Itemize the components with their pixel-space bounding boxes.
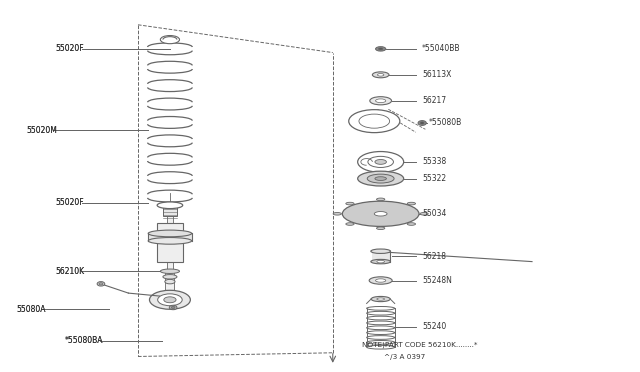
Ellipse shape — [420, 122, 424, 124]
Ellipse shape — [346, 223, 354, 225]
Text: 55240: 55240 — [422, 322, 447, 331]
Text: 55020F: 55020F — [55, 44, 84, 53]
Text: 55020M: 55020M — [26, 126, 57, 135]
Ellipse shape — [372, 72, 389, 78]
Ellipse shape — [170, 305, 177, 310]
Text: 56218: 56218 — [422, 252, 446, 261]
Ellipse shape — [376, 279, 386, 282]
Ellipse shape — [349, 110, 400, 133]
FancyBboxPatch shape — [148, 234, 191, 241]
Text: 55080A: 55080A — [17, 305, 46, 314]
Text: 55020M: 55020M — [26, 126, 57, 135]
Ellipse shape — [161, 269, 179, 273]
FancyBboxPatch shape — [163, 207, 177, 216]
Text: 55020F: 55020F — [55, 44, 84, 53]
Ellipse shape — [367, 307, 395, 310]
FancyBboxPatch shape — [157, 223, 182, 262]
Ellipse shape — [157, 294, 182, 306]
Ellipse shape — [377, 298, 385, 300]
Ellipse shape — [407, 223, 415, 225]
Ellipse shape — [165, 279, 175, 284]
Ellipse shape — [148, 237, 191, 244]
Text: *55040BB: *55040BB — [422, 44, 461, 53]
Ellipse shape — [367, 311, 395, 315]
Ellipse shape — [367, 174, 394, 183]
Ellipse shape — [367, 331, 395, 334]
Ellipse shape — [342, 201, 419, 227]
Ellipse shape — [164, 297, 176, 303]
Ellipse shape — [367, 326, 395, 330]
Ellipse shape — [358, 171, 404, 186]
Ellipse shape — [367, 316, 395, 320]
Ellipse shape — [378, 74, 384, 76]
Text: NOTE)PART CODE 56210K........*: NOTE)PART CODE 56210K........* — [362, 341, 477, 348]
Ellipse shape — [370, 97, 392, 105]
Ellipse shape — [358, 151, 404, 172]
Ellipse shape — [378, 48, 383, 50]
Text: 55322: 55322 — [422, 174, 446, 183]
FancyBboxPatch shape — [372, 251, 390, 262]
Ellipse shape — [376, 198, 385, 201]
Ellipse shape — [367, 321, 395, 325]
Ellipse shape — [377, 260, 385, 263]
Ellipse shape — [367, 340, 395, 344]
Ellipse shape — [172, 307, 175, 309]
Text: 55080A: 55080A — [17, 305, 46, 314]
Ellipse shape — [367, 336, 395, 339]
Ellipse shape — [407, 202, 415, 205]
Ellipse shape — [374, 212, 387, 216]
Text: *55080BA: *55080BA — [65, 336, 103, 346]
Ellipse shape — [97, 282, 105, 286]
Text: 56210K: 56210K — [55, 267, 84, 276]
FancyBboxPatch shape — [167, 205, 173, 284]
Text: 56210K: 56210K — [55, 267, 84, 276]
Ellipse shape — [375, 177, 387, 180]
Ellipse shape — [376, 46, 386, 51]
Text: ^/3 A 0397: ^/3 A 0397 — [384, 354, 425, 360]
Ellipse shape — [371, 296, 390, 302]
Ellipse shape — [161, 36, 179, 44]
Ellipse shape — [371, 249, 390, 253]
Text: *55080B: *55080B — [429, 119, 462, 128]
Ellipse shape — [359, 114, 390, 128]
Ellipse shape — [369, 277, 392, 284]
Text: 56113X: 56113X — [422, 70, 452, 79]
Ellipse shape — [418, 121, 426, 125]
Ellipse shape — [157, 202, 182, 209]
FancyBboxPatch shape — [166, 271, 174, 292]
Text: *55080BA: *55080BA — [65, 336, 103, 346]
Text: 55020F: 55020F — [55, 198, 84, 207]
Ellipse shape — [163, 275, 177, 279]
Ellipse shape — [368, 156, 394, 167]
Ellipse shape — [150, 290, 190, 309]
Ellipse shape — [371, 259, 390, 264]
Ellipse shape — [420, 212, 428, 215]
Ellipse shape — [333, 212, 341, 215]
Text: 55020F: 55020F — [55, 198, 84, 207]
Ellipse shape — [148, 230, 191, 237]
Ellipse shape — [367, 345, 395, 349]
Ellipse shape — [376, 99, 386, 103]
Ellipse shape — [99, 283, 103, 285]
Text: 56217: 56217 — [422, 96, 446, 105]
Text: 55034: 55034 — [422, 209, 447, 218]
Ellipse shape — [376, 227, 385, 230]
Ellipse shape — [346, 202, 354, 205]
Text: 55338: 55338 — [422, 157, 447, 166]
Text: 55248N: 55248N — [422, 276, 452, 285]
Ellipse shape — [375, 160, 387, 164]
